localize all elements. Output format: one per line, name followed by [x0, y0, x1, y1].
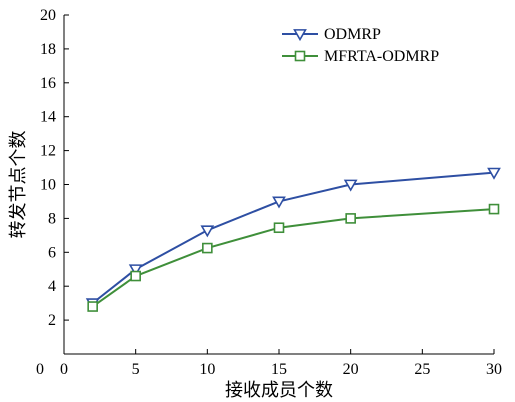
x-tick-label: 10	[199, 361, 215, 378]
x-tick-label: 15	[271, 361, 287, 378]
series-line-odmrp	[92, 171, 495, 304]
y-tick-label: 2	[48, 312, 56, 329]
y-axis-title: 转发节点个数	[8, 131, 28, 239]
legend-marker	[293, 29, 307, 42]
x-tick-label: 5	[132, 361, 140, 378]
data-point-mfrta-odmrp	[130, 270, 141, 282]
data-point-odmrp	[272, 196, 286, 209]
y-tick-label: 0	[36, 361, 44, 378]
y-tick-label: 10	[40, 177, 56, 194]
data-point-mfrta-odmrp	[488, 203, 500, 215]
y-tick-label: 14	[40, 109, 56, 126]
data-point-odmrp	[200, 225, 215, 238]
x-tick-label: 30	[486, 361, 502, 378]
x-tick-label: 20	[343, 361, 359, 378]
legend-label: ODMRP	[324, 26, 381, 43]
series-line-mfrta-odmrp	[92, 208, 495, 308]
y-tick-label: 6	[48, 244, 56, 261]
data-point-odmrp	[487, 167, 501, 180]
legend-marker	[294, 50, 306, 62]
y-tick-label: 18	[40, 41, 56, 58]
data-point-odmrp	[128, 264, 143, 277]
data-point-mfrta-odmrp	[345, 213, 356, 224]
y-tick-label: 20	[40, 7, 56, 24]
ticks: 0 5 10 15 20 25 30 0 2 4 6 8 10 12 14 16 18 20	[36, 7, 502, 378]
data-point-odmrp	[343, 179, 358, 192]
x-tick-label: 0	[60, 361, 68, 378]
axes	[63, 15, 494, 355]
y-tick-label: 4	[48, 278, 56, 295]
data-point-mfrta-odmrp	[202, 242, 213, 254]
data-point-mfrta-odmrp	[273, 222, 285, 234]
y-tick-label: 8	[48, 210, 56, 227]
data-point-mfrta-odmrp	[87, 301, 98, 312]
x-tick-label: 25	[414, 361, 430, 378]
y-tick-label: 16	[40, 75, 56, 92]
legend: ODMRP MFRTA-ODMRP	[282, 26, 439, 65]
x-axis-title: 接收成员个数	[225, 380, 333, 400]
y-tick-label: 12	[40, 143, 56, 160]
series-layer	[85, 167, 501, 312]
legend-label: MFRTA-ODMRP	[324, 48, 439, 65]
